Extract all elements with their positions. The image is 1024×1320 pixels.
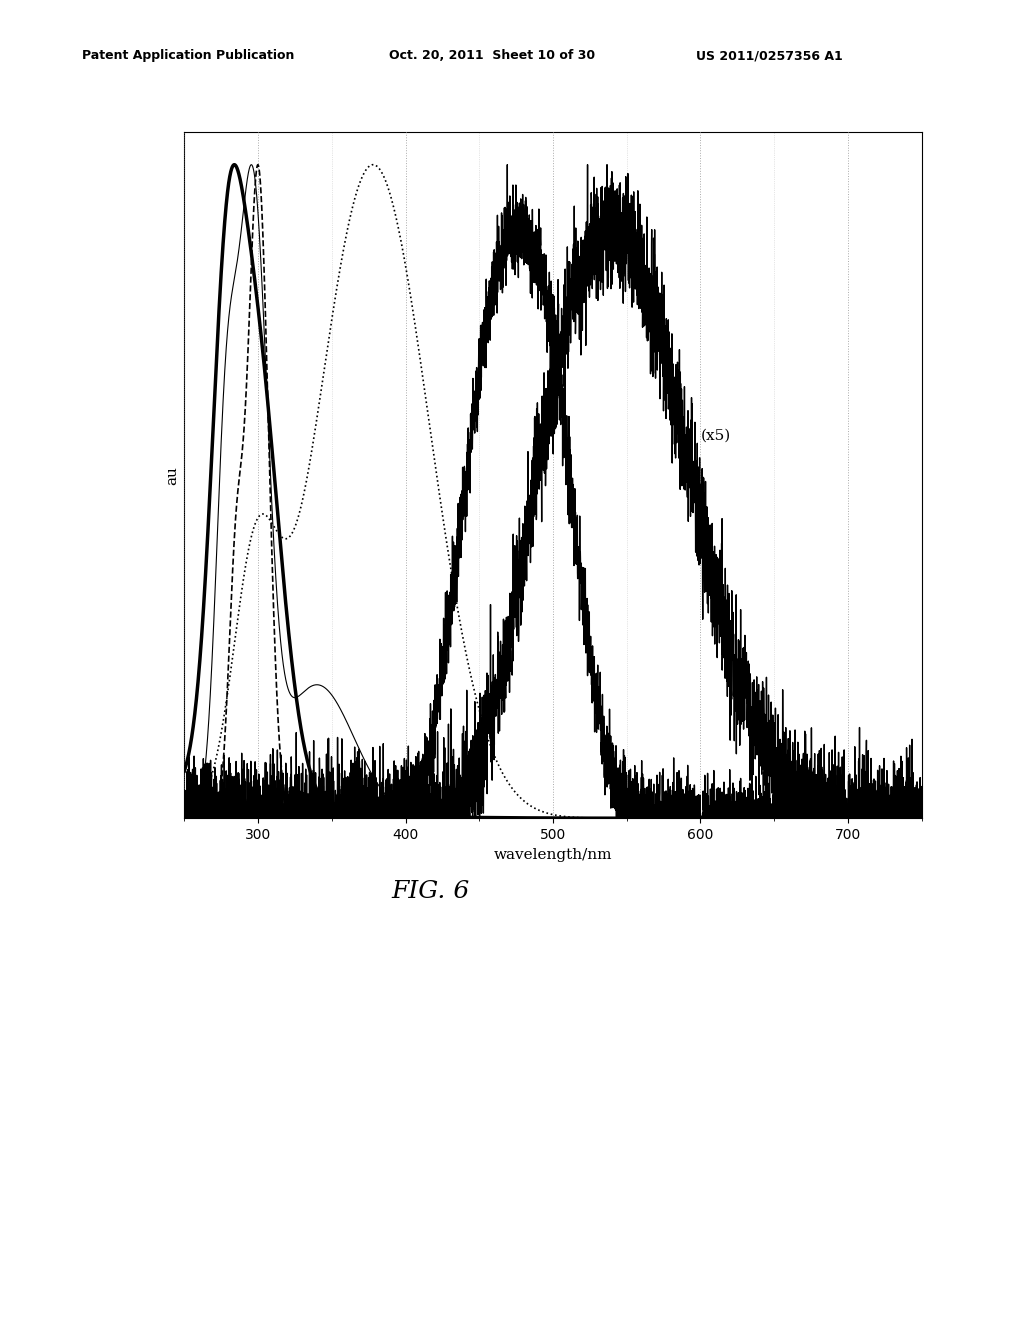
X-axis label: wavelength/nm: wavelength/nm — [494, 847, 612, 862]
Y-axis label: au: au — [165, 466, 179, 484]
Text: (x5): (x5) — [700, 428, 731, 442]
Text: FIG. 6: FIG. 6 — [391, 879, 469, 903]
Text: US 2011/0257356 A1: US 2011/0257356 A1 — [696, 49, 843, 62]
Text: Patent Application Publication: Patent Application Publication — [82, 49, 294, 62]
Text: Oct. 20, 2011  Sheet 10 of 30: Oct. 20, 2011 Sheet 10 of 30 — [389, 49, 595, 62]
